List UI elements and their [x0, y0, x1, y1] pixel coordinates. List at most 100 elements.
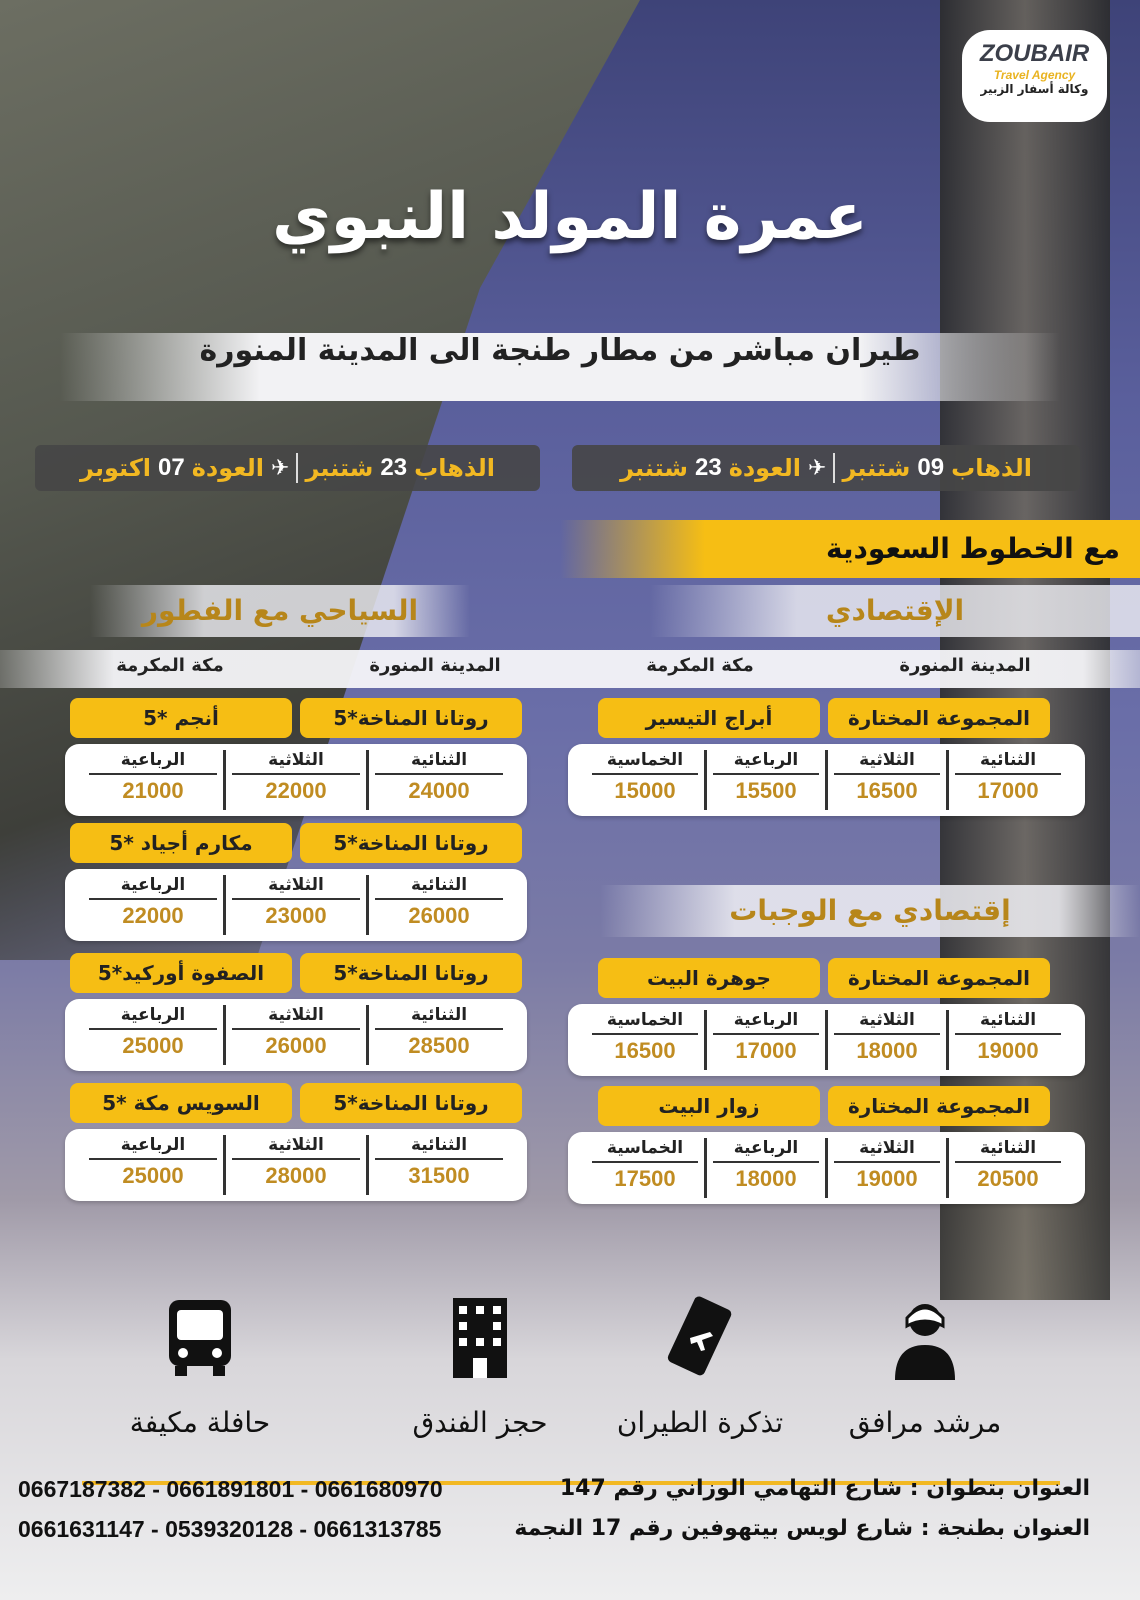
room-type-label: الرباعية [89, 1005, 217, 1030]
price-value: 17500 [614, 1166, 676, 1191]
price-column: الرباعية 25000 [83, 1005, 223, 1065]
guide-icon [800, 1290, 1050, 1384]
feature-bus: حافلة مكيفة [75, 1290, 325, 1439]
room-type-label: الثلاثية [834, 1010, 940, 1035]
price-value: 25000 [122, 1033, 184, 1058]
price-table: الثنائية 17000 الثلاثية 16500 الرباعية 15500 ا… [568, 744, 1085, 816]
plane-ticket-icon [575, 1290, 825, 1384]
mecca-hotel-pill: أبراج التيسير [598, 698, 820, 738]
medina-hotel-pill: روتانا المناخة*5 [300, 823, 522, 863]
logo: ZOUBAIR Travel Agency وكالة أسفار الزبير [962, 30, 1107, 122]
price-column: الخماسية 15000 [586, 750, 704, 810]
subtitle: طيران مباشر من مطار طنجة الى المدينة الم… [60, 333, 1060, 401]
price-column: الرباعية 18000 [704, 1138, 825, 1198]
medina-hotel-pill: روتانا المناخة*5 [300, 953, 522, 993]
city-header-row [0, 650, 1140, 688]
price-value: 16500 [614, 1038, 676, 1063]
price-value: 31500 [408, 1163, 470, 1188]
feature-label: حجز الفندق [412, 1406, 548, 1439]
room-type-label: الثنائية [375, 750, 503, 775]
price-column: الثلاثية 26000 [223, 1005, 366, 1065]
depart-day: 23 [380, 454, 408, 481]
price-value: 18000 [856, 1038, 918, 1063]
price-value: 21000 [122, 778, 184, 803]
return-day: 07 [158, 454, 185, 481]
feature-plane-ticket: تذكرة الطيران [575, 1290, 825, 1439]
price-table: الثنائية 31500 الثلاثية 28000 الرباعية 25000 [65, 1129, 527, 1201]
bus-icon [75, 1290, 325, 1384]
mecca-hotel-pill: زوار البيت [598, 1086, 820, 1126]
price-value: 24000 [408, 778, 470, 803]
medina-hotel-pill: روتانا المناخة*5 [300, 1083, 522, 1123]
return-month: اكتوبر [80, 454, 151, 482]
price-column: الثنائية 17000 [946, 750, 1067, 810]
phones: 0661631147 - 0539320128 - 0661313785 [18, 1516, 442, 1542]
medina-hotel-pill: المجموعة المختارة [828, 958, 1050, 998]
feature-label: تذكرة الطيران [616, 1406, 784, 1439]
price-column: الثنائية 24000 [366, 750, 509, 810]
logo-arabic: وكالة أسفار الزبير [980, 82, 1089, 96]
address: العنوان بتطوان : شارع التهامي الوزاني رق… [559, 1476, 1090, 1501]
room-type-label: الثنائية [375, 1135, 503, 1160]
hotel-icon [355, 1290, 605, 1384]
price-column: الثلاثية 18000 [825, 1010, 946, 1070]
page-title: عمرة المولد النبوي [272, 180, 868, 254]
price-value: 19000 [856, 1166, 918, 1191]
price-column: الثنائية 19000 [946, 1010, 1067, 1070]
room-type-label: الثلاثية [232, 750, 360, 775]
price-column: الثنائية 28500 [366, 1005, 509, 1065]
room-type-label: الرباعية [89, 875, 217, 900]
tourist-heading: السياحي مع الفطور [90, 585, 470, 637]
economy-mecca-label: مكة المكرمة [646, 655, 754, 676]
phones: 0667187382 - 0661891801 - 0661680970 [18, 1476, 443, 1502]
room-type-label: الرباعية [713, 750, 819, 775]
price-value: 15500 [735, 778, 797, 803]
room-type-label: الخماسية [592, 750, 698, 775]
room-type-label: الثلاثية [834, 1138, 940, 1163]
feature-label: حافلة مكيفة [129, 1406, 271, 1439]
room-type-label: الخماسية [592, 1010, 698, 1035]
date-box-2: الذهاب 23 شتنبر ✈ العودة 07 اكتوبر [35, 445, 540, 491]
room-type-label: الخماسية [592, 1138, 698, 1163]
price-column: الثلاثية 16500 [825, 750, 946, 810]
depart-label: الذهاب [951, 454, 1032, 482]
price-table: الثنائية 24000 الثلاثية 22000 الرباعية 21000 [65, 744, 527, 816]
price-table: الثنائية 19000 الثلاثية 18000 الرباعية 17000 ا… [568, 1004, 1085, 1076]
price-column: الثلاثية 28000 [223, 1135, 366, 1195]
economy-medina-label: المدينة المنورة [899, 655, 1031, 676]
price-value: 15000 [614, 778, 676, 803]
tourist-mecca-label: مكة المكرمة [116, 655, 224, 676]
price-column: الرباعية 21000 [83, 750, 223, 810]
price-column: الثنائية 26000 [366, 875, 509, 935]
mecca-hotel-pill: السويس مكة *5 [70, 1083, 292, 1123]
price-value: 18000 [735, 1166, 797, 1191]
price-column: الرباعية 17000 [704, 1010, 825, 1070]
depart-label: الذهاب [414, 454, 495, 482]
price-column: الثلاثية 23000 [223, 875, 366, 935]
price-column: الخماسية 16500 [586, 1010, 704, 1070]
room-type-label: الرباعية [713, 1138, 819, 1163]
price-value: 22000 [122, 903, 184, 928]
price-column: الثلاثية 19000 [825, 1138, 946, 1198]
medina-hotel-pill: روتانا المناخة*5 [300, 698, 522, 738]
price-value: 17000 [977, 778, 1039, 803]
plane-icon: ✈ [271, 455, 290, 481]
price-column: الثنائية 20500 [946, 1138, 1067, 1198]
divider-line [82, 1481, 1060, 1485]
price-column: الرباعية 25000 [83, 1135, 223, 1195]
price-value: 20500 [977, 1166, 1039, 1191]
room-type-label: الثلاثية [232, 875, 360, 900]
mecca-hotel-pill: جوهرة البيت [598, 958, 820, 998]
room-type-label: الثلاثية [232, 1005, 360, 1030]
price-column: الثنائية 31500 [366, 1135, 509, 1195]
room-type-label: الثلاثية [834, 750, 940, 775]
price-value: 16500 [856, 778, 918, 803]
price-value: 22000 [265, 778, 327, 803]
price-column: الرباعية 15500 [704, 750, 825, 810]
contact-tangier: 0661631147 - 0539320128 - 0661313785 الع… [18, 1516, 1090, 1543]
price-value: 17000 [735, 1038, 797, 1063]
price-value: 23000 [265, 903, 327, 928]
price-value: 19000 [977, 1038, 1039, 1063]
room-type-label: الثنائية [375, 875, 503, 900]
room-type-label: الرباعية [713, 1010, 819, 1035]
